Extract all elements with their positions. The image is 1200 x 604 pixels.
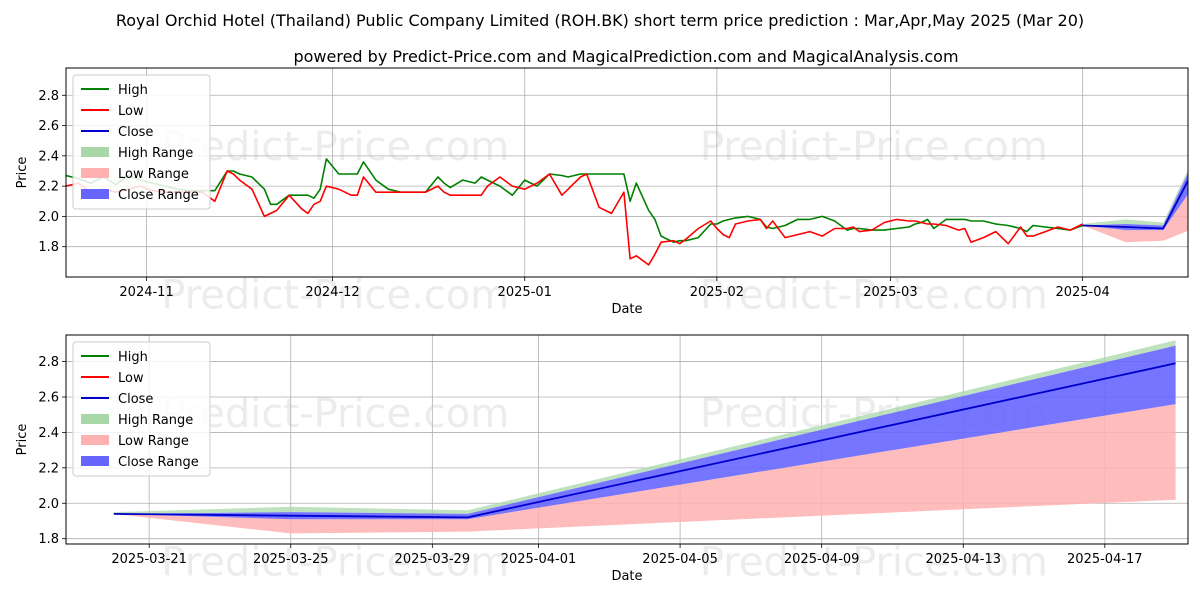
- chart-title: Royal Orchid Hotel (Thailand) Public Com…: [116, 11, 1084, 30]
- legend-swatch: [81, 189, 109, 199]
- x-tick-label: 2025-04-01: [501, 552, 577, 567]
- y-tick-label: 2.8: [38, 89, 59, 104]
- y-tick-label: 2.6: [38, 390, 59, 405]
- y-tick-label: 2.4: [38, 149, 59, 164]
- legend-label: Low: [118, 104, 144, 119]
- y-tick-label: 2.2: [38, 461, 59, 476]
- low-series-line: [66, 170, 1083, 266]
- y-axis-label: Price: [15, 424, 30, 456]
- watermark: Predict-Price.com: [700, 124, 1048, 170]
- legend-label: High: [118, 350, 148, 365]
- legend-swatch: [81, 456, 109, 466]
- top-chart: Predict-Price.com Predict-Price.com Predic…: [15, 67, 1189, 318]
- legend-label: Close: [118, 392, 153, 407]
- y-axis-label: Price: [15, 157, 30, 189]
- x-tick-label: 2024-12: [305, 285, 359, 300]
- x-tick-label: 2025-04-13: [925, 552, 1001, 567]
- watermark: Predict-Price.com: [161, 124, 509, 170]
- close-range-band: [113, 345, 1176, 520]
- y-tick-label: 1.8: [38, 240, 59, 255]
- low-range-band: [113, 404, 1176, 534]
- close-series-line: [1082, 178, 1188, 230]
- chart-subtitle: powered by Predict-Price.com and Magical…: [293, 47, 958, 66]
- x-tick-label: 2025-03-25: [253, 552, 329, 567]
- x-tick-label: 2025-03: [863, 285, 917, 300]
- watermark: Predict-Price.com: [161, 272, 509, 318]
- low-range-band: [1082, 194, 1188, 243]
- legend: High Low Close High Range Low Range Close Ran…: [72, 74, 211, 210]
- y-tick-label: 1.8: [38, 532, 59, 547]
- legend-swatch: [81, 414, 109, 424]
- x-tick-label: 2025-04-17: [1067, 552, 1143, 567]
- legend-swatch: [81, 435, 109, 445]
- legend-label: High Range: [118, 413, 193, 428]
- legend-label: Close Range: [118, 188, 199, 203]
- y-tick-label: 2.6: [38, 119, 59, 134]
- x-tick-label: 2025-04-05: [642, 552, 718, 567]
- legend-swatch: [81, 147, 109, 157]
- watermark: Predict-Price.com: [161, 391, 509, 437]
- legend-label: Low Range: [118, 434, 189, 449]
- legend-label: Low Range: [118, 167, 189, 182]
- plot-area: [66, 158, 1188, 266]
- x-tick-label: 2025-03-21: [111, 552, 187, 567]
- y-tick-label: 2.0: [38, 497, 59, 512]
- legend-label: Low: [118, 371, 144, 386]
- legend-swatch: [81, 168, 109, 178]
- legend-label: Close Range: [118, 455, 199, 470]
- close-series-line: [113, 362, 1176, 519]
- watermark: Predict-Price.com: [700, 539, 1048, 585]
- legend: High Low Close High Range Low Range Close Ran…: [72, 341, 211, 477]
- x-tick-label: 2025-01: [498, 285, 552, 300]
- watermark: Predict-Price.com: [161, 539, 509, 585]
- legend-label: High Range: [118, 146, 193, 161]
- watermark: Predict-Price.com: [700, 272, 1048, 318]
- x-tick-label: 2025-02: [690, 285, 744, 300]
- plot-area: [113, 340, 1176, 534]
- legend-label: Close: [118, 125, 153, 140]
- x-axis-label: Date: [611, 569, 642, 584]
- y-tick-label: 2.2: [38, 180, 59, 195]
- x-tick-label: 2025-04-09: [784, 552, 860, 567]
- y-tick-label: 2.4: [38, 426, 59, 441]
- plot-frame: [65, 67, 1189, 278]
- legend-label: High: [118, 83, 148, 98]
- bottom-chart: Predict-Price.com Predict-Price.com Predic…: [15, 334, 1189, 585]
- x-tick-label: 2024-11: [119, 285, 173, 300]
- x-axis-label: Date: [611, 302, 642, 317]
- high-series-line: [66, 158, 1083, 243]
- x-tick-label: 2025-04: [1055, 285, 1109, 300]
- y-tick-label: 2.0: [38, 210, 59, 225]
- x-tick-label: 2025-03-29: [395, 552, 471, 567]
- y-tick-label: 2.8: [38, 355, 59, 370]
- plot-frame: [65, 334, 1189, 545]
